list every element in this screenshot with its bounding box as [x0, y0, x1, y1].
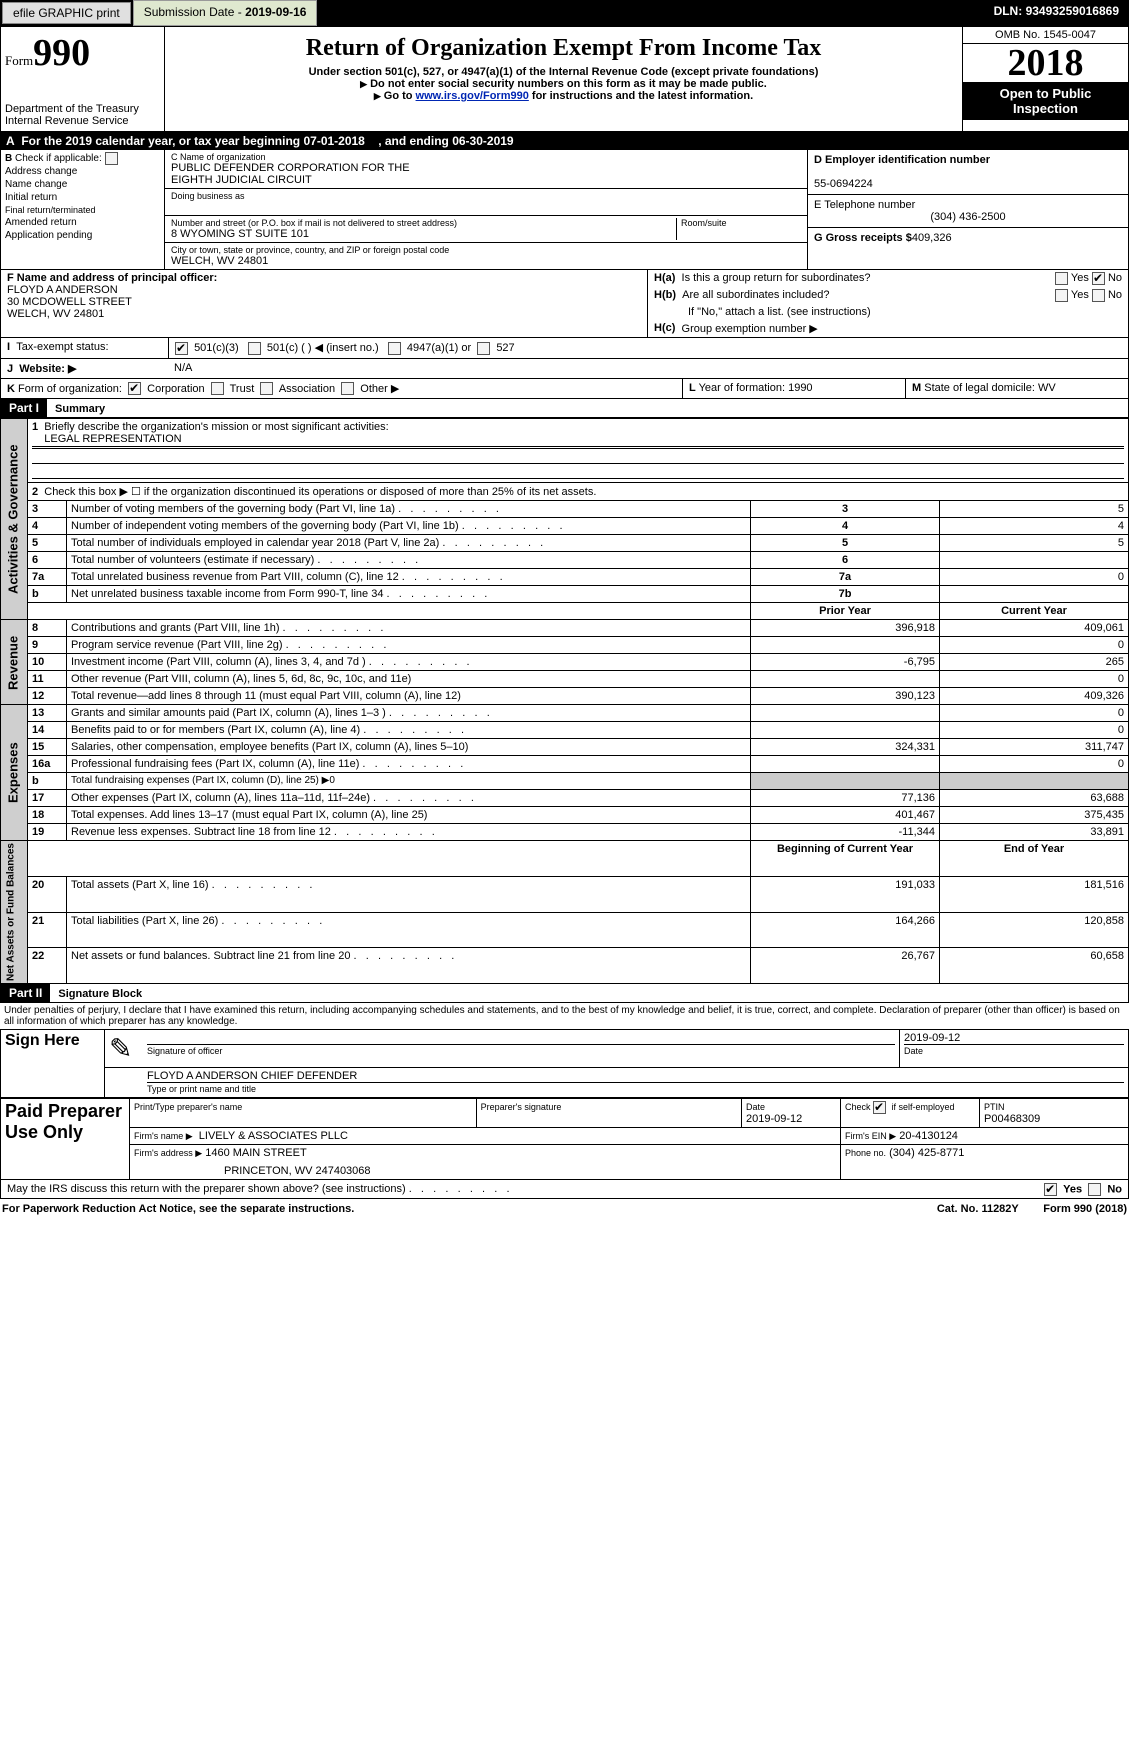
footer: For Paperwork Reduction Act Notice, see … — [0, 1199, 1129, 1219]
part-1-header: Part ISummary — [0, 399, 1129, 418]
perjury-text: Under penalties of perjury, I declare th… — [0, 1003, 1129, 1029]
section-f-h: F Name and address of principal officer:… — [0, 270, 1129, 338]
subtitle-2: Do not enter social security numbers on … — [169, 78, 958, 90]
part-1-table: Activities & Governance 1 Briefly descri… — [0, 418, 1129, 984]
paid-preparer-block: Paid Preparer Use Only Print/Type prepar… — [0, 1098, 1129, 1180]
form-title: Return of Organization Exempt From Incom… — [169, 35, 958, 62]
row-k-l-m: K Form of organization: Corporation Trus… — [0, 379, 1129, 400]
part-2-header: Part IISignature Block — [0, 984, 1129, 1003]
row-j: J Website: ▶N/A — [0, 359, 1129, 379]
col-c: C Name of organizationPUBLIC DEFENDER CO… — [165, 150, 807, 269]
side-activities: Activities & Governance — [1, 419, 28, 620]
irs-label: Internal Revenue Service — [5, 115, 160, 127]
row-a: A For the 2019 calendar year, or tax yea… — [0, 132, 1129, 150]
side-net-assets: Net Assets or Fund Balances — [1, 841, 28, 984]
section-b-c-d: B Check if applicable: Address change Na… — [0, 150, 1129, 270]
form-number: Form990 — [5, 31, 160, 75]
subtitle-3: Go to www.irs.gov/Form990 for instructio… — [169, 90, 958, 102]
efile-button[interactable]: efile GRAPHIC print — [2, 2, 131, 24]
checkbox-icon[interactable] — [105, 152, 118, 165]
top-bar: efile GRAPHIC print Submission Date - 20… — [0, 0, 1129, 26]
dba-label: Doing business as — [171, 191, 801, 201]
submission-date: Submission Date - 2019-09-16 — [133, 0, 318, 26]
sign-here-block: Sign Here ✎ Signature of officer 2019-09… — [0, 1029, 1129, 1098]
open-to-public: Open to Public Inspection — [963, 82, 1128, 120]
officer-label: F Name and address of principal officer: — [7, 272, 217, 284]
col-b: B Check if applicable: Address change Na… — [1, 150, 165, 269]
side-revenue: Revenue — [1, 620, 28, 705]
tax-year: 2018 — [963, 44, 1128, 82]
dln: DLN: 93493259016869 — [984, 0, 1129, 26]
form-header: Form990 Department of the Treasury Inter… — [0, 26, 1129, 132]
irs-link[interactable]: www.irs.gov/Form990 — [416, 90, 529, 102]
col-d: D Employer identification number55-06942… — [807, 150, 1128, 269]
dept-treasury: Department of the Treasury — [5, 103, 160, 115]
discuss-row: May the IRS discuss this return with the… — [0, 1180, 1129, 1199]
side-expenses: Expenses — [1, 705, 28, 841]
subtitle-1: Under section 501(c), 527, or 4947(a)(1)… — [169, 66, 958, 78]
org-name-label: C Name of organization — [171, 152, 801, 162]
row-i: I Tax-exempt status: 501(c)(3) 501(c) ( … — [0, 338, 1129, 359]
